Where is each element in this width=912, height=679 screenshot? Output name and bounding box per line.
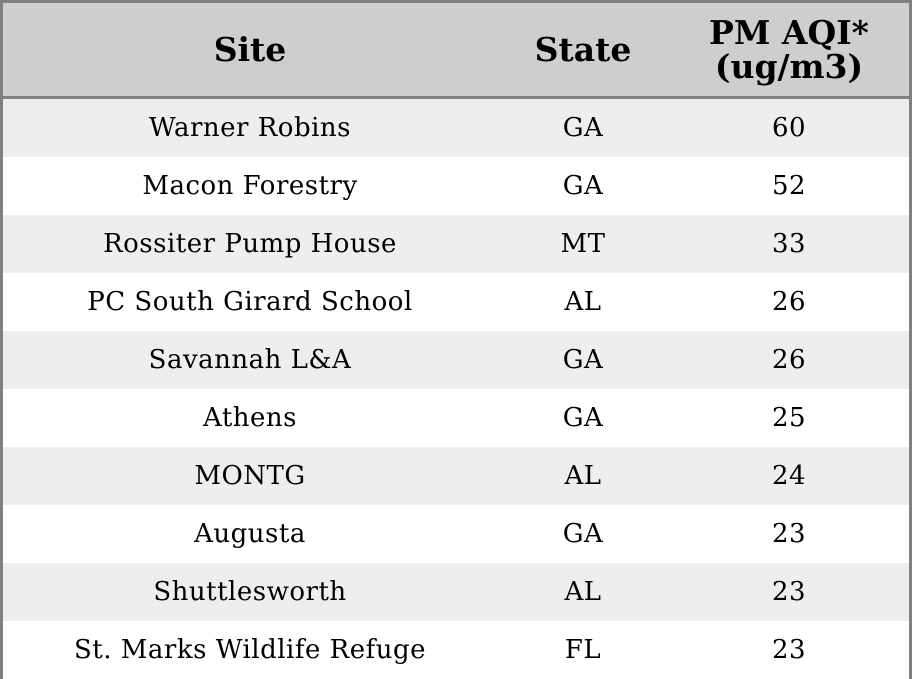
table-row: Rossiter Pump House MT 33 <box>3 215 909 273</box>
cell-pm-aqi: 26 <box>669 331 909 389</box>
cell-site: Augusta <box>3 505 497 563</box>
cell-state: GA <box>497 97 669 157</box>
cell-site: Warner Robins <box>3 97 497 157</box>
table-row: Athens GA 25 <box>3 389 909 447</box>
table-row: PC South Girard School AL 26 <box>3 273 909 331</box>
cell-site: Savannah L&A <box>3 331 497 389</box>
cell-site: MONTG <box>3 447 497 505</box>
cell-site: PC South Girard School <box>3 273 497 331</box>
cell-pm-aqi: 26 <box>669 273 909 331</box>
cell-pm-aqi: 23 <box>669 505 909 563</box>
cell-pm-aqi: 25 <box>669 389 909 447</box>
table-row: MONTG AL 24 <box>3 447 909 505</box>
cell-site: St. Marks Wildlife Refuge <box>3 621 497 679</box>
table-header: Site State PM AQI* (ug/m3) <box>3 3 909 99</box>
cell-state: AL <box>497 273 669 331</box>
header-site: Site <box>3 3 497 99</box>
header-pm-aqi-unit: (ug/m3) <box>714 46 864 86</box>
table-row: Warner Robins GA 60 <box>3 97 909 157</box>
header-pm-aqi: PM AQI* (ug/m3) <box>669 3 909 99</box>
cell-site: Rossiter Pump House <box>3 215 497 273</box>
cell-state: GA <box>497 157 669 215</box>
cell-pm-aqi: 23 <box>669 621 909 679</box>
pm-aqi-table: Site State PM AQI* (ug/m3) Warner Robins… <box>3 3 909 679</box>
cell-pm-aqi: 23 <box>669 563 909 621</box>
cell-pm-aqi: 24 <box>669 447 909 505</box>
table-body: Warner Robins GA 60 Macon Forestry GA 52 Rossi… <box>3 97 909 679</box>
table-row: Macon Forestry GA 52 <box>3 157 909 215</box>
cell-site: Shuttlesworth <box>3 563 497 621</box>
cell-state: FL <box>497 621 669 679</box>
cell-site: Athens <box>3 389 497 447</box>
cell-state: AL <box>497 563 669 621</box>
header-state: State <box>497 3 669 99</box>
cell-state: GA <box>497 331 669 389</box>
cell-state: MT <box>497 215 669 273</box>
cell-pm-aqi: 60 <box>669 97 909 157</box>
table-row: Savannah L&A GA 26 <box>3 331 909 389</box>
table-row: St. Marks Wildlife Refuge FL 23 <box>3 621 909 679</box>
header-pm-aqi-label: PM AQI* <box>709 12 869 52</box>
cell-state: GA <box>497 389 669 447</box>
cell-state: GA <box>497 505 669 563</box>
cell-pm-aqi: 33 <box>669 215 909 273</box>
header-row: Site State PM AQI* (ug/m3) <box>3 3 909 99</box>
cell-site: Macon Forestry <box>3 157 497 215</box>
cell-state: AL <box>497 447 669 505</box>
cell-pm-aqi: 52 <box>669 157 909 215</box>
table-row: Augusta GA 23 <box>3 505 909 563</box>
table-row: Shuttlesworth AL 23 <box>3 563 909 621</box>
